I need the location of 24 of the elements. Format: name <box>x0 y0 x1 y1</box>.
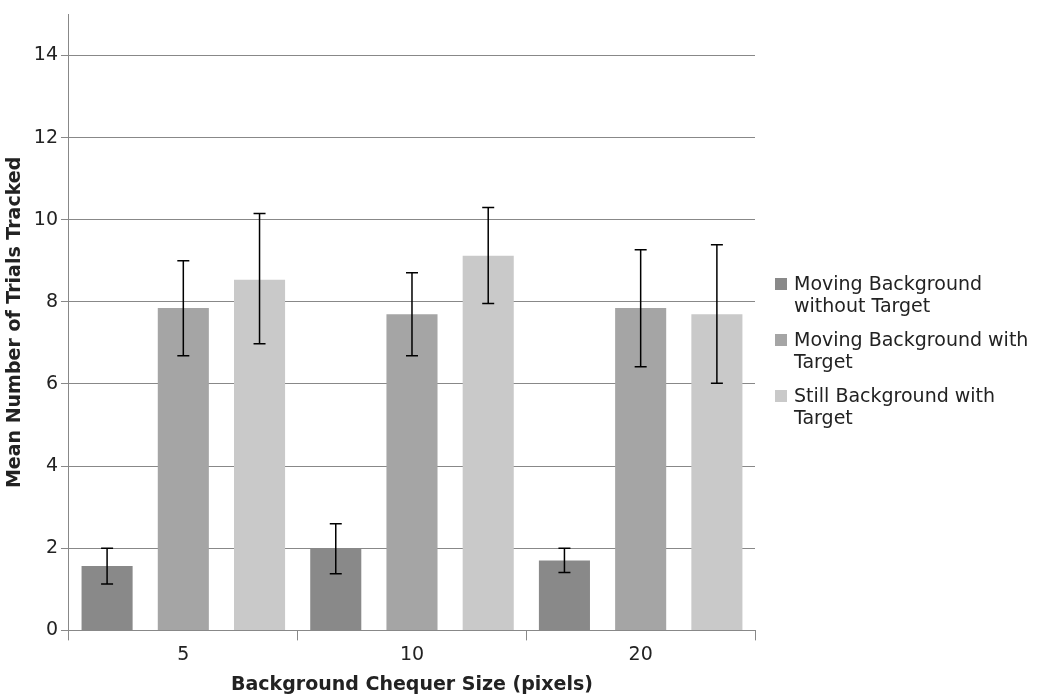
bar <box>462 255 514 630</box>
bar <box>538 560 590 630</box>
bar <box>157 308 209 630</box>
legend-label: Moving Background without Target <box>794 272 984 316</box>
bar <box>386 314 438 630</box>
bar <box>615 308 667 630</box>
y-tick-label: 8 <box>45 288 58 311</box>
x-tick-label: 10 <box>399 641 425 664</box>
y-tick-label: 14 <box>33 42 58 65</box>
y-tick-label: 2 <box>45 535 58 558</box>
bar <box>81 565 133 630</box>
bar <box>234 279 286 630</box>
y-tick-label: 4 <box>45 453 58 476</box>
y-tick-label: 0 <box>45 617 58 640</box>
legend-label: Still Background with Target <box>794 384 997 428</box>
legend-label: Moving Background with Target <box>794 328 1030 372</box>
y-tick-label: 10 <box>33 206 58 229</box>
x-tick-label: 20 <box>628 641 653 664</box>
y-tick-label: 12 <box>33 124 58 147</box>
x-tick-label: 5 <box>177 641 190 664</box>
y-axis-title: Mean Number of Trials Tracked <box>2 156 25 489</box>
x-axis-title: Background Chequer Size (pixels) <box>230 671 594 694</box>
y-tick-label: 6 <box>45 370 58 393</box>
bar <box>691 314 743 630</box>
